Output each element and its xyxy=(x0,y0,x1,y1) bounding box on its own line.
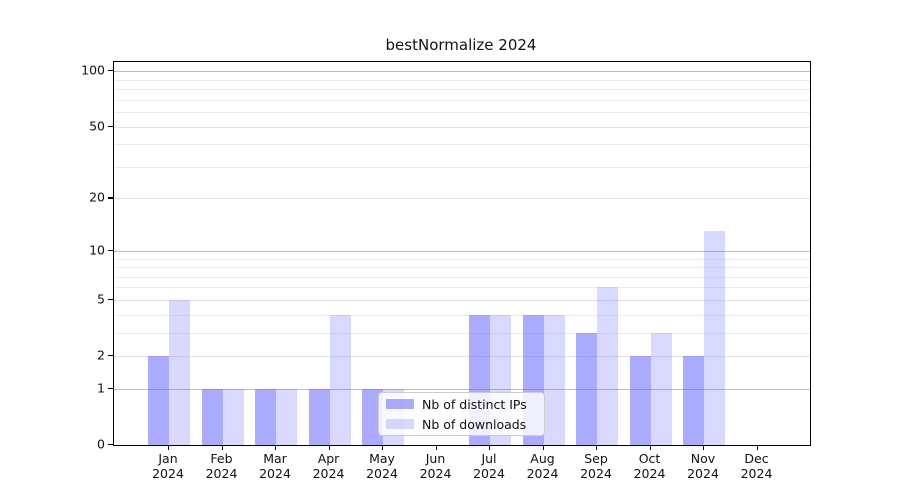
bar-downloads xyxy=(704,231,725,445)
bar-distinct-ips xyxy=(683,356,704,445)
bar-distinct-ips xyxy=(148,356,169,445)
gridline xyxy=(114,356,810,358)
x-tick-label: Mar 2024 xyxy=(259,451,291,481)
y-tick-label: 0 xyxy=(97,436,105,452)
gridline xyxy=(114,71,810,73)
x-tick-mark xyxy=(382,445,384,450)
x-tick-label: Apr 2024 xyxy=(312,451,345,481)
gridline xyxy=(114,287,810,289)
x-tick-label: May 2024 xyxy=(366,451,398,481)
y-tick-mark xyxy=(108,125,113,127)
gridline xyxy=(114,112,810,114)
y-tick-label: 10 xyxy=(89,242,105,258)
legend-swatch xyxy=(386,419,414,429)
x-tick-mark xyxy=(649,445,651,450)
bar-downloads xyxy=(276,388,297,445)
gridline xyxy=(114,258,810,260)
y-tick-mark xyxy=(108,444,113,446)
gridline xyxy=(114,79,810,81)
x-tick-mark xyxy=(221,445,223,450)
legend-label: Nb of distinct IPs xyxy=(422,396,527,412)
gridline xyxy=(114,388,810,390)
y-tick-label: 1 xyxy=(97,380,105,396)
bar-distinct-ips xyxy=(201,388,223,445)
y-tick-label: 5 xyxy=(97,291,105,307)
y-tick-mark xyxy=(108,387,113,390)
bar-distinct-ips xyxy=(629,356,651,445)
gridline xyxy=(114,89,810,91)
gridline xyxy=(114,267,810,269)
bar-distinct-ips xyxy=(308,388,330,445)
gridline xyxy=(114,166,810,168)
bar-downloads xyxy=(169,299,190,445)
y-tick-mark xyxy=(108,249,113,252)
gridline xyxy=(114,250,810,252)
gridline xyxy=(114,99,810,101)
x-tick-label: Feb 2024 xyxy=(205,451,238,481)
gridline xyxy=(114,332,810,334)
bar-downloads xyxy=(543,314,565,445)
gridline xyxy=(114,314,810,316)
gridline xyxy=(114,144,810,146)
legend-swatch xyxy=(386,399,414,409)
x-tick-mark xyxy=(489,445,491,450)
y-tick-label: 50 xyxy=(89,118,105,134)
x-tick-label: Sep 2024 xyxy=(580,451,612,481)
y-tick-label: 100 xyxy=(81,62,105,78)
x-tick-mark xyxy=(435,445,437,450)
gridline xyxy=(114,126,810,128)
x-tick-label: Jan 2024 xyxy=(152,451,184,481)
bar-downloads xyxy=(329,314,351,445)
gridline xyxy=(114,198,810,200)
x-tick-mark xyxy=(596,445,598,450)
x-tick-label: Jun 2024 xyxy=(419,451,452,481)
y-tick-mark xyxy=(108,355,113,357)
x-tick-label: Jul 2024 xyxy=(473,451,505,481)
x-tick-label: Nov 2024 xyxy=(687,451,719,481)
x-tick-mark xyxy=(168,445,170,450)
bar-downloads xyxy=(222,388,244,445)
bar-distinct-ips xyxy=(255,388,276,445)
x-tick-label: Oct 2024 xyxy=(633,451,666,481)
gridline xyxy=(114,276,810,278)
y-tick-label: 20 xyxy=(89,189,105,205)
x-tick-mark xyxy=(703,445,705,450)
y-tick-label: 2 xyxy=(97,347,105,363)
x-tick-label: Aug 2024 xyxy=(526,451,559,481)
chart-title: bestNormalize 2024 xyxy=(385,36,537,54)
bar-downloads xyxy=(650,332,672,445)
bar-distinct-ips xyxy=(362,388,383,445)
legend-item: Nb of distinct IPs xyxy=(379,396,544,413)
legend: Nb of distinct IPs Nb of downloads xyxy=(378,392,545,436)
plot-area xyxy=(113,61,811,446)
x-tick-mark xyxy=(328,445,330,450)
y-tick-mark xyxy=(108,298,113,301)
gridline xyxy=(114,299,810,301)
x-tick-mark xyxy=(275,445,277,450)
y-tick-mark xyxy=(108,197,113,199)
x-tick-mark xyxy=(542,445,544,450)
bar-downloads xyxy=(597,287,618,445)
legend-item: Nb of downloads xyxy=(379,416,544,433)
y-tick-mark xyxy=(108,70,113,72)
x-tick-label: Dec 2024 xyxy=(740,451,773,481)
legend-label: Nb of downloads xyxy=(422,416,527,432)
bar-distinct-ips xyxy=(576,332,597,445)
x-tick-mark xyxy=(756,445,758,450)
